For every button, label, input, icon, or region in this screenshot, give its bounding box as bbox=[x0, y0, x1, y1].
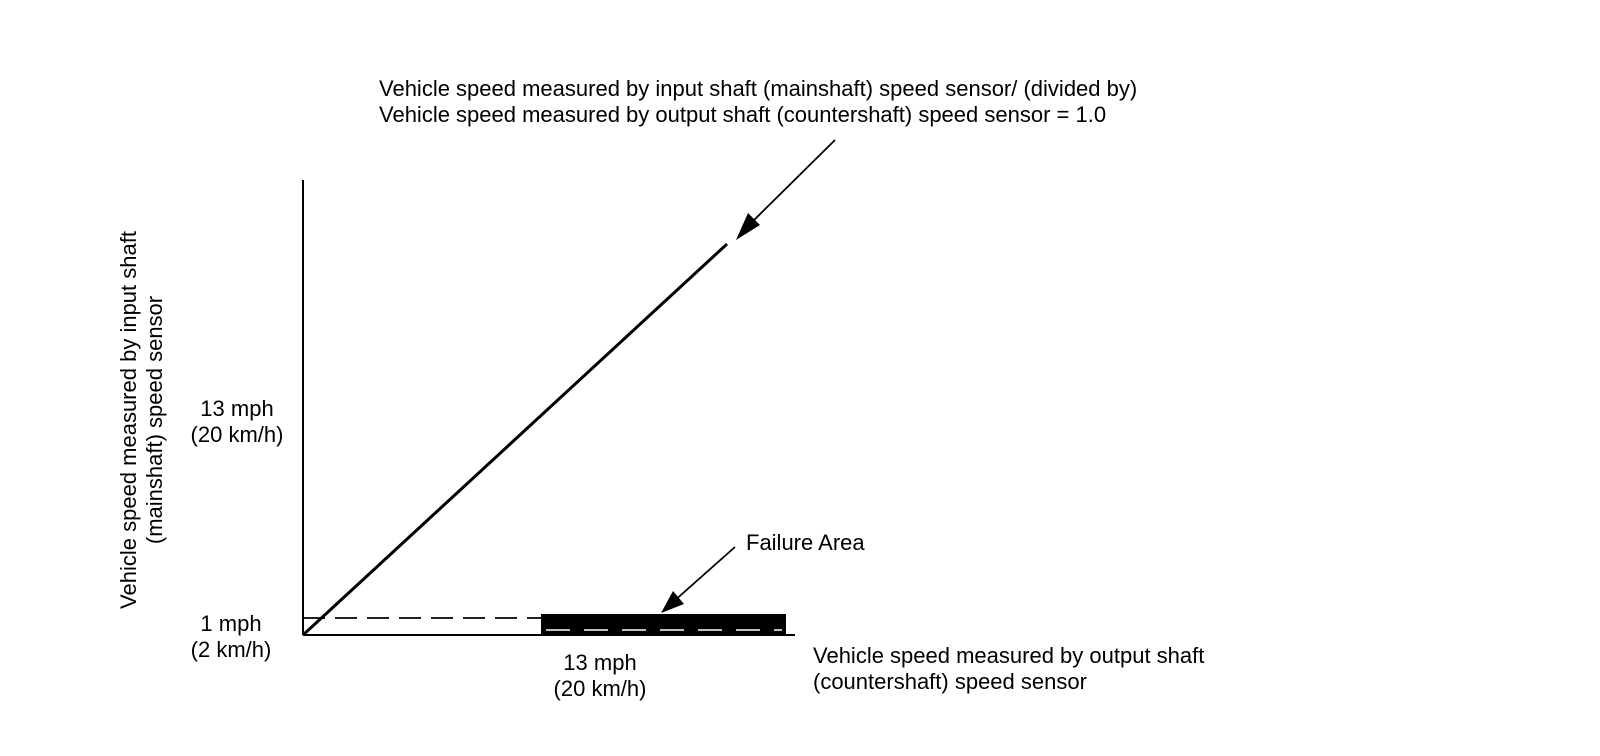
ratio-pointer-arrow-head bbox=[736, 213, 760, 240]
x-axis-title-line-1: Vehicle speed measured by output shaft bbox=[813, 643, 1204, 668]
ratio-line bbox=[301, 242, 729, 637]
ratio-pointer-arrow-shaft bbox=[747, 139, 836, 227]
y-tick-1mph-line-1: 1 mph bbox=[200, 611, 261, 636]
ratio-label-line-2: Vehicle speed measured by output shaft (… bbox=[379, 102, 1106, 127]
x-tick-13mph-line-2: (20 km/h) bbox=[554, 676, 647, 701]
ratio-label-line-1: Vehicle speed measured by input shaft (m… bbox=[379, 76, 1137, 101]
failure-area-block bbox=[541, 614, 786, 635]
y-tick-13mph-line-2: (20 km/h) bbox=[191, 422, 284, 447]
failure-area-arrow-shaft bbox=[672, 546, 736, 603]
y-tick-1mph-line-2: (2 km/h) bbox=[191, 637, 272, 662]
y-axis-title-line-2: (mainshaft) speed sensor bbox=[142, 296, 167, 544]
failure-area-arrow-head bbox=[661, 591, 684, 613]
x-tick-13mph-line-1: 13 mph bbox=[563, 650, 636, 675]
x-axis-title-line-2: (countershaft) speed sensor bbox=[813, 669, 1087, 694]
failure-area-label: Failure Area bbox=[746, 530, 865, 555]
y-tick-13mph-line-1: 13 mph bbox=[200, 396, 273, 421]
y-axis-title-line-1: Vehicle speed measured by input shaft bbox=[116, 231, 141, 609]
